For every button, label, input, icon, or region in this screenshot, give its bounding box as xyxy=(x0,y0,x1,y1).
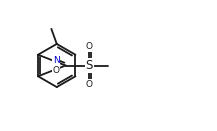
Text: O: O xyxy=(86,80,93,89)
Text: O: O xyxy=(52,66,59,75)
Text: N: N xyxy=(53,56,60,65)
Text: O: O xyxy=(86,42,93,51)
Text: S: S xyxy=(85,59,93,72)
